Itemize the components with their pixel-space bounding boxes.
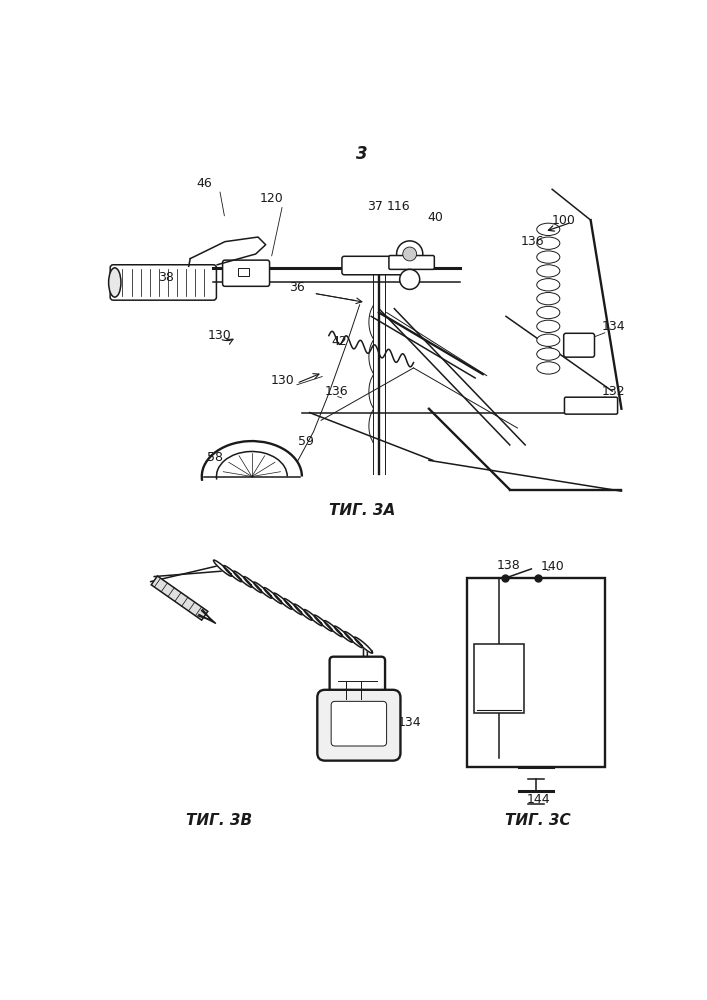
Text: 130: 130: [271, 374, 295, 387]
Ellipse shape: [537, 237, 560, 249]
Circle shape: [403, 247, 416, 261]
Text: 132: 132: [602, 385, 626, 398]
Polygon shape: [223, 566, 242, 582]
FancyBboxPatch shape: [564, 397, 618, 414]
Ellipse shape: [537, 292, 560, 305]
Text: 140: 140: [540, 560, 564, 573]
Text: 46: 46: [197, 177, 212, 190]
Ellipse shape: [537, 223, 560, 235]
Polygon shape: [325, 621, 342, 637]
FancyBboxPatch shape: [223, 260, 269, 286]
Text: 116: 116: [386, 200, 410, 213]
Text: 42: 42: [331, 335, 346, 348]
Text: 100: 100: [551, 214, 575, 227]
Text: 134: 134: [602, 320, 626, 333]
Text: 59: 59: [298, 435, 314, 448]
Polygon shape: [274, 593, 292, 609]
Bar: [467, 578, 604, 767]
Text: 40: 40: [427, 211, 443, 224]
Text: 130: 130: [208, 329, 231, 342]
Polygon shape: [264, 588, 282, 604]
Polygon shape: [314, 615, 332, 631]
Polygon shape: [244, 577, 262, 593]
Text: 37: 37: [367, 200, 383, 213]
Polygon shape: [214, 560, 232, 576]
FancyBboxPatch shape: [331, 701, 387, 746]
FancyBboxPatch shape: [563, 333, 595, 357]
Ellipse shape: [537, 306, 560, 319]
Ellipse shape: [537, 334, 560, 346]
Text: 142: 142: [487, 669, 510, 682]
Polygon shape: [254, 582, 272, 598]
FancyBboxPatch shape: [389, 256, 434, 269]
Text: 136: 136: [325, 385, 349, 398]
Text: 120: 120: [259, 192, 283, 205]
Polygon shape: [284, 599, 302, 615]
Polygon shape: [294, 604, 312, 620]
Ellipse shape: [537, 320, 560, 333]
Circle shape: [397, 241, 423, 267]
Text: 134: 134: [398, 716, 421, 729]
FancyBboxPatch shape: [342, 256, 412, 275]
Text: 3: 3: [356, 145, 368, 163]
FancyBboxPatch shape: [329, 657, 385, 703]
FancyBboxPatch shape: [317, 690, 400, 761]
Ellipse shape: [537, 348, 560, 360]
Text: 138: 138: [496, 559, 520, 572]
Text: 38: 38: [158, 271, 173, 284]
Ellipse shape: [537, 362, 560, 374]
Text: ΤИГ. 3А: ΤИГ. 3А: [329, 503, 395, 518]
Polygon shape: [344, 632, 363, 648]
Polygon shape: [151, 576, 208, 620]
Polygon shape: [334, 626, 353, 642]
Polygon shape: [304, 610, 322, 626]
Text: 144: 144: [527, 793, 550, 806]
FancyBboxPatch shape: [110, 265, 216, 300]
Text: 58: 58: [207, 451, 223, 464]
Polygon shape: [233, 571, 252, 587]
Text: ΤИГ. 3В: ΤИГ. 3В: [187, 813, 252, 828]
Text: ΤИГ. 3C: ΤИГ. 3C: [506, 813, 571, 828]
Text: 136: 136: [520, 235, 544, 248]
Ellipse shape: [537, 279, 560, 291]
Ellipse shape: [109, 268, 121, 297]
Bar: [238, 268, 249, 276]
Polygon shape: [354, 637, 373, 653]
Ellipse shape: [537, 265, 560, 277]
Ellipse shape: [537, 251, 560, 263]
Bar: [474, 644, 524, 713]
Circle shape: [399, 269, 420, 289]
Text: 36: 36: [288, 281, 305, 294]
